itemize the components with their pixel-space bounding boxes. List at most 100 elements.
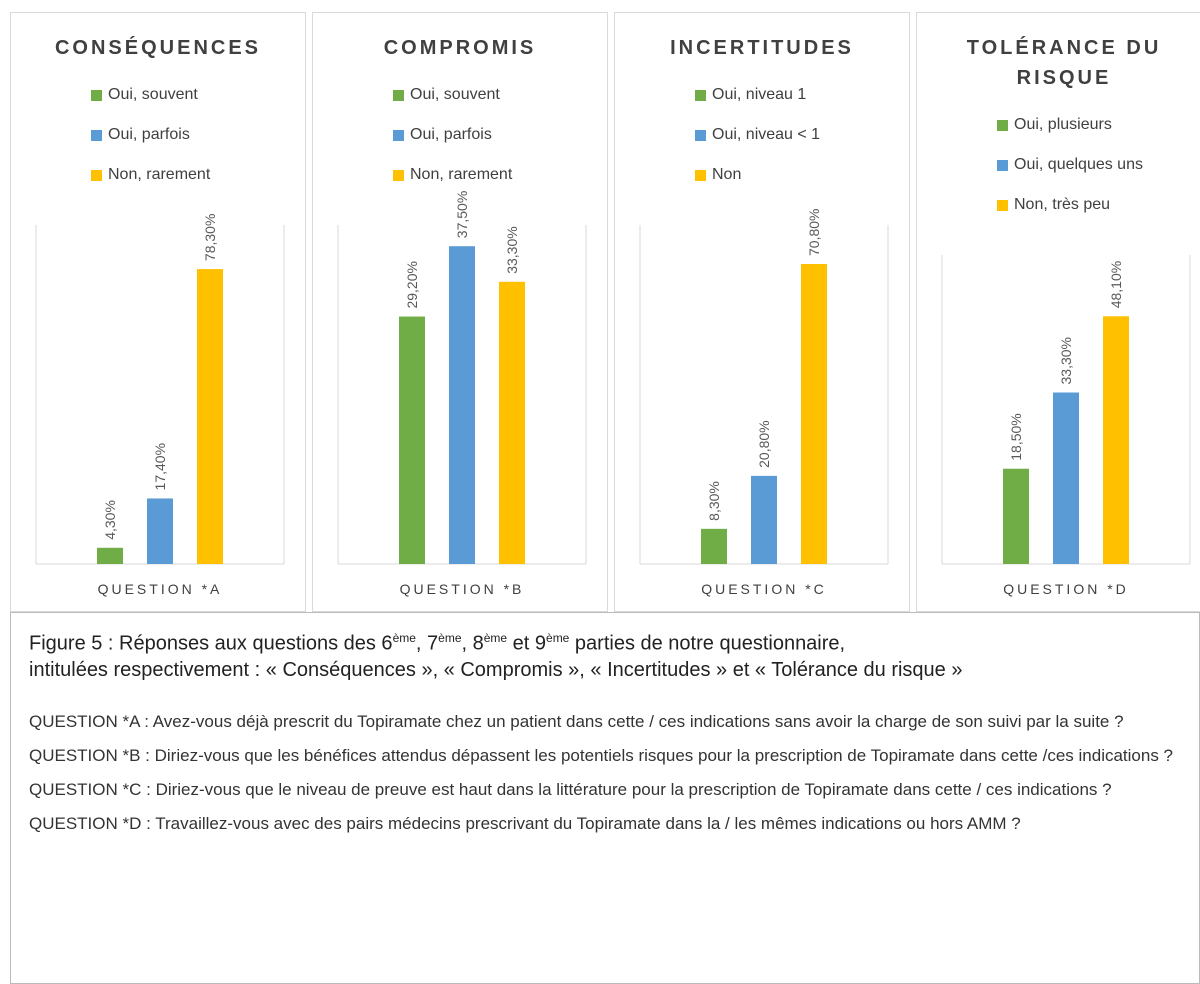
caption-sup: ème bbox=[438, 631, 462, 645]
legend-item: Non, rarement bbox=[91, 155, 305, 195]
legend-label: Oui, parfois bbox=[108, 126, 190, 143]
x-tick-label: QUESTION *D bbox=[1003, 581, 1129, 597]
plot: 4,30% 17,40% 78,30% QUESTION *A bbox=[35, 214, 285, 597]
caption-sup: ème bbox=[392, 631, 416, 645]
caption-box: Figure 5 : Réponses aux questions des 6è… bbox=[10, 612, 1200, 984]
value-label: 33,30% bbox=[504, 226, 520, 273]
legend-swatch bbox=[91, 89, 102, 101]
chart-title: COMPROMIS bbox=[383, 37, 537, 59]
plot: 18,50% 33,30% 48,10% QUESTION *D bbox=[941, 255, 1191, 597]
caption-text: Figure 5 : Réponses aux questions des 6 bbox=[29, 632, 393, 655]
legend-swatch bbox=[997, 119, 1008, 131]
legend-swatch bbox=[695, 169, 706, 181]
legend-item: Non bbox=[695, 155, 909, 195]
legend-label: Non, très peu bbox=[1014, 196, 1111, 213]
legend-label: Oui, quelques uns bbox=[1014, 156, 1143, 173]
x-tick-label: QUESTION *C bbox=[701, 581, 827, 597]
chart-title: TOLÉRANCE DU RISQUE bbox=[966, 37, 1162, 89]
legend-swatch bbox=[393, 89, 404, 101]
bar bbox=[449, 246, 475, 564]
value-label: 37,50% bbox=[454, 191, 470, 238]
legend-label: Non, rarement bbox=[410, 166, 513, 183]
question: QUESTION *A : Avez-vous déjà prescrit du… bbox=[29, 712, 1124, 731]
value-label: 70,80% bbox=[806, 209, 822, 256]
legend-item: Oui, souvent bbox=[91, 75, 305, 115]
bar bbox=[751, 475, 777, 564]
legend-label: Oui, niveau < 1 bbox=[712, 126, 821, 143]
caption-text: et 9 bbox=[507, 632, 547, 655]
question: QUESTION *D : Travaillez-vous avec des p… bbox=[29, 814, 1021, 833]
value-label: 4,30% bbox=[102, 500, 118, 540]
legend-item: Non, très peu bbox=[997, 185, 1200, 225]
legend-label: Oui, souvent bbox=[108, 86, 198, 103]
questions: QUESTION *A : Avez-vous déjà prescrit du… bbox=[29, 705, 1194, 841]
bar bbox=[801, 263, 827, 564]
caption-text: , 8 bbox=[461, 632, 484, 655]
value-label: 8,30% bbox=[706, 481, 722, 521]
legend-label: Oui, souvent bbox=[410, 86, 500, 103]
legend-swatch bbox=[695, 129, 706, 141]
value-label: 78,30% bbox=[202, 214, 218, 261]
question: QUESTION *B : Diriez-vous que les bénéfi… bbox=[29, 746, 1174, 765]
value-label: 29,20% bbox=[404, 261, 420, 308]
legend-swatch bbox=[393, 129, 404, 141]
bar bbox=[1003, 468, 1029, 564]
legend-item: Non, rarement bbox=[393, 155, 607, 195]
value-label: 17,40% bbox=[152, 443, 168, 490]
bar bbox=[97, 547, 123, 564]
x-tick-label: QUESTION *B bbox=[400, 581, 525, 597]
bar bbox=[147, 498, 173, 564]
caption-text: intitulées respectivement : « Conséquenc… bbox=[29, 658, 963, 681]
bar bbox=[1103, 316, 1129, 564]
legend-label: Oui, plusieurs bbox=[1014, 116, 1112, 133]
plot: 8,30% 20,80% 70,80% QUESTION *C bbox=[639, 209, 889, 597]
value-label: 18,50% bbox=[1008, 413, 1024, 460]
bar bbox=[701, 528, 727, 564]
legend-swatch bbox=[695, 89, 706, 101]
legend: Oui, plusieurs Oui, quelques uns Non, très… bbox=[997, 105, 1200, 225]
chart-panel: INCERTITUDES Oui, niveau 1 Oui, niveau < 1… bbox=[614, 12, 910, 612]
legend-swatch bbox=[91, 169, 102, 181]
legend-label: Oui, parfois bbox=[410, 126, 492, 143]
legend-item: Oui, niveau 1 bbox=[695, 75, 909, 115]
legend: Oui, souvent Oui, parfois Non, rarement bbox=[393, 75, 607, 195]
legend: Oui, souvent Oui, parfois Non, rarement bbox=[91, 75, 305, 195]
legend-swatch bbox=[91, 129, 102, 141]
caption-sup: ème bbox=[483, 631, 508, 645]
value-label: 48,10% bbox=[1108, 261, 1124, 308]
x-tick-label: QUESTION *A bbox=[98, 581, 223, 597]
bar bbox=[197, 269, 223, 564]
chart-panel: COMPROMIS Oui, souvent Oui, parfois Non, ra… bbox=[312, 12, 608, 612]
chart-panel: CONSÉQUENCES Oui, souvent Oui, parfois Non,… bbox=[10, 12, 306, 612]
question: QUESTION *C : Diriez-vous que le niveau … bbox=[29, 780, 1112, 799]
caption-line: intitulées respectivement : « Conséquenc… bbox=[29, 657, 962, 683]
caption-sup: ème bbox=[546, 631, 570, 645]
value-label: 33,30% bbox=[1058, 337, 1074, 384]
bar bbox=[499, 281, 525, 564]
legend-swatch bbox=[997, 199, 1008, 211]
legend: Oui, niveau 1 Oui, niveau < 1 Non bbox=[695, 75, 909, 195]
chart-panel: TOLÉRANCE DU RISQUE Oui, plusieurs Oui, qu… bbox=[916, 12, 1200, 612]
legend-label: Non, rarement bbox=[108, 166, 211, 183]
legend-item: Oui, parfois bbox=[91, 115, 305, 155]
legend-item: Oui, parfois bbox=[393, 115, 607, 155]
caption-line: Figure 5 : Réponses aux questions des 6è… bbox=[29, 625, 962, 657]
chart-title: INCERTITUDES bbox=[670, 37, 854, 59]
legend-label: Oui, niveau 1 bbox=[712, 86, 807, 103]
legend-item: Oui, plusieurs bbox=[997, 105, 1200, 145]
legend-item: Oui, niveau < 1 bbox=[695, 115, 909, 155]
value-label: 20,80% bbox=[756, 420, 772, 467]
bar bbox=[399, 316, 425, 564]
legend-label: Non bbox=[712, 166, 742, 183]
legend-item: Oui, souvent bbox=[393, 75, 607, 115]
bar bbox=[1053, 392, 1079, 564]
chart-title: CONSÉQUENCES bbox=[54, 37, 262, 59]
caption-text: parties de notre questionnaire, bbox=[569, 632, 846, 655]
legend-item: Oui, quelques uns bbox=[997, 145, 1200, 185]
caption-text: , 7 bbox=[415, 632, 439, 655]
caption: Figure 5 : Réponses aux questions des 6è… bbox=[29, 625, 962, 683]
plot: 29,20% 37,50% 33,30% QUESTION *B bbox=[337, 191, 587, 597]
legend-swatch bbox=[997, 159, 1008, 171]
legend-swatch bbox=[393, 169, 404, 181]
